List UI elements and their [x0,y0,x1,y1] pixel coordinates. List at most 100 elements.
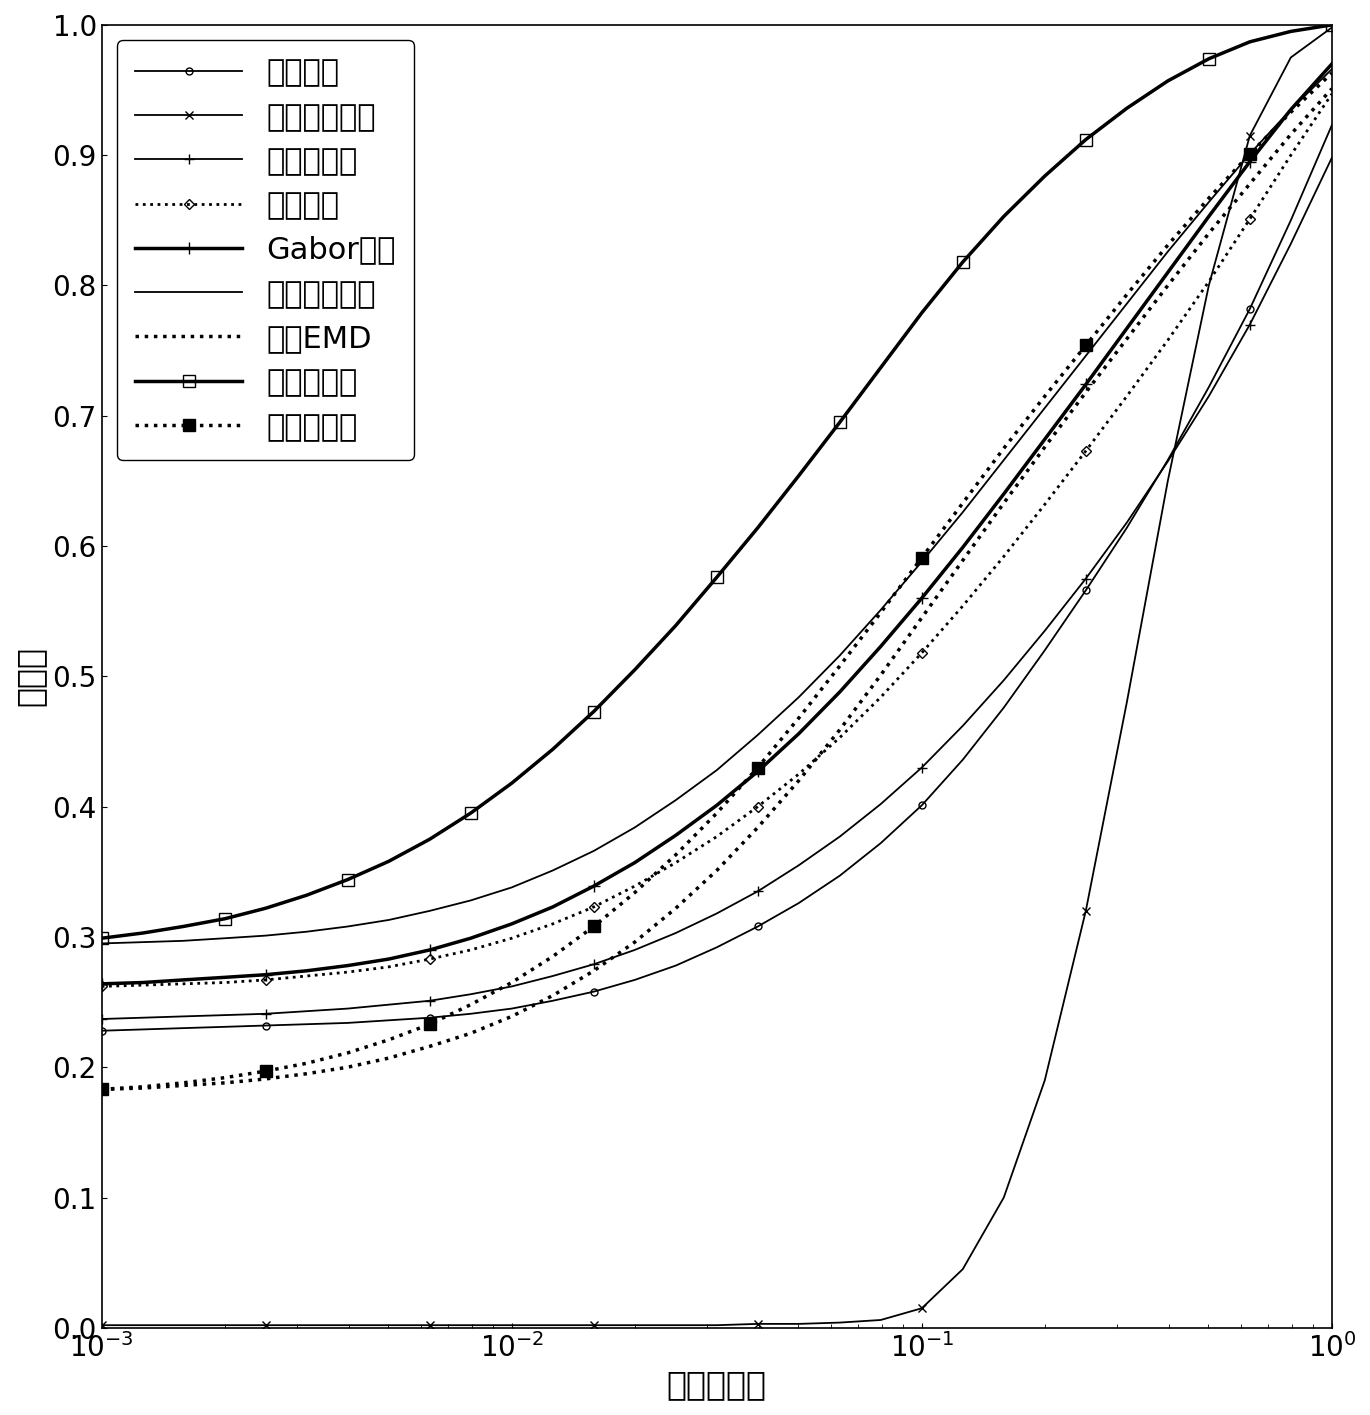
加权高斯滤波 [914,1300,930,1317]
轮廓波变换 [1078,337,1095,354]
原始EMD [1159,277,1175,294]
小波变换 [340,964,356,981]
轮廓波变换 [1037,388,1054,405]
本发明方法 [175,918,192,935]
本发明方法 [299,887,315,904]
原始图像 [422,1009,438,1026]
本发明方法 [1241,34,1258,51]
轮廓波变换 [504,974,521,990]
轮廓波变换 [134,1078,151,1095]
本发明方法 [955,253,971,270]
加权高斯滤波 [873,1312,889,1329]
小波变换 [381,958,397,975]
原始图像 [955,751,971,768]
原始EMD [463,1024,480,1041]
本发明方法 [93,930,110,947]
总变分模型 [585,955,601,972]
Legend: 原始图像, 加权高斯滤波, 总变分模型, 小波变换, Gabor变换, 离散余弦变换, 原始EMD, 本发明方法, 轮廓波变换: 原始图像, 加权高斯滤波, 总变分模型, 小波变换, Gabor变换, 离散余弦… [116,40,414,460]
Gabor变换 [175,972,192,989]
离散余弦变换 [708,761,725,778]
离散余弦变换 [667,791,684,808]
Gabor变换 [463,930,480,947]
总变分模型 [504,978,521,995]
小波变换 [585,899,601,916]
总变分模型 [299,1003,315,1020]
Gabor变换 [1078,376,1095,393]
原始EMD [1078,383,1095,400]
X-axis label: 错误接受率: 错误接受率 [667,1368,767,1401]
小波变换 [422,951,438,968]
原始EMD [299,1065,315,1082]
离散余弦变换 [1200,194,1217,211]
原始EMD [422,1037,438,1054]
总变分模型 [175,1007,192,1024]
本发明方法 [381,853,397,870]
本发明方法 [544,741,560,758]
小波变换 [1323,85,1340,102]
原始EMD [832,722,848,739]
小波变换 [504,930,521,947]
离散余弦变换 [422,903,438,920]
本发明方法 [1037,167,1054,184]
本发明方法 [340,872,356,889]
原始EMD [708,862,725,879]
总变分模型 [996,672,1012,689]
总变分模型 [258,1005,274,1022]
轮廓波变换 [667,846,684,863]
Gabor变换 [258,966,274,983]
本发明方法 [832,413,848,430]
小波变换 [1200,273,1217,290]
本发明方法 [708,569,725,586]
原始EMD [216,1074,233,1091]
本发明方法 [422,831,438,848]
轮廓波变换 [340,1044,356,1061]
本发明方法 [216,910,233,927]
原始图像 [1282,212,1299,229]
Gabor变换 [1282,100,1299,117]
离散余弦变换 [134,934,151,951]
小波变换 [996,548,1012,565]
Gabor变换 [93,975,110,992]
小波变换 [1118,388,1134,405]
Gabor变换 [544,899,560,916]
离散余弦变换 [626,819,643,836]
原始EMD [1200,225,1217,242]
原始图像 [996,699,1012,716]
离散余弦变换 [1078,347,1095,364]
Line: 本发明方法: 本发明方法 [96,18,1338,944]
Line: 加权高斯滤波: 加权高斯滤波 [97,23,1336,1329]
离散余弦变换 [93,935,110,952]
Line: 离散余弦变换: 离散余弦变换 [101,69,1332,944]
Gabor变换 [790,724,807,741]
加权高斯滤波 [1282,50,1299,67]
总变分模型 [544,968,560,985]
原始图像 [216,1019,233,1036]
本发明方法 [873,359,889,376]
加权高斯滤波 [134,1317,151,1334]
本发明方法 [1323,17,1340,34]
加权高斯滤波 [708,1317,725,1334]
小波变换 [1282,147,1299,164]
加权高斯滤波 [258,1317,274,1334]
原始EMD [914,610,930,627]
本发明方法 [1159,72,1175,89]
本发明方法 [134,924,151,941]
本发明方法 [1200,51,1217,68]
小波变换 [258,972,274,989]
轮廓波变换 [1282,103,1299,120]
总变分模型 [216,1006,233,1023]
本发明方法 [790,467,807,484]
原始图像 [134,1022,151,1039]
离散余弦变换 [258,927,274,944]
原始图像 [381,1012,397,1029]
本发明方法 [1078,132,1095,149]
Gabor变换 [832,683,848,700]
原始EMD [667,900,684,917]
轮廓波变换 [1241,146,1258,163]
总变分模型 [1241,316,1258,333]
原始EMD [1241,175,1258,192]
加权高斯滤波 [1078,903,1095,920]
Gabor变换 [134,974,151,990]
Gabor变换 [626,855,643,872]
原始图像 [1159,451,1175,468]
